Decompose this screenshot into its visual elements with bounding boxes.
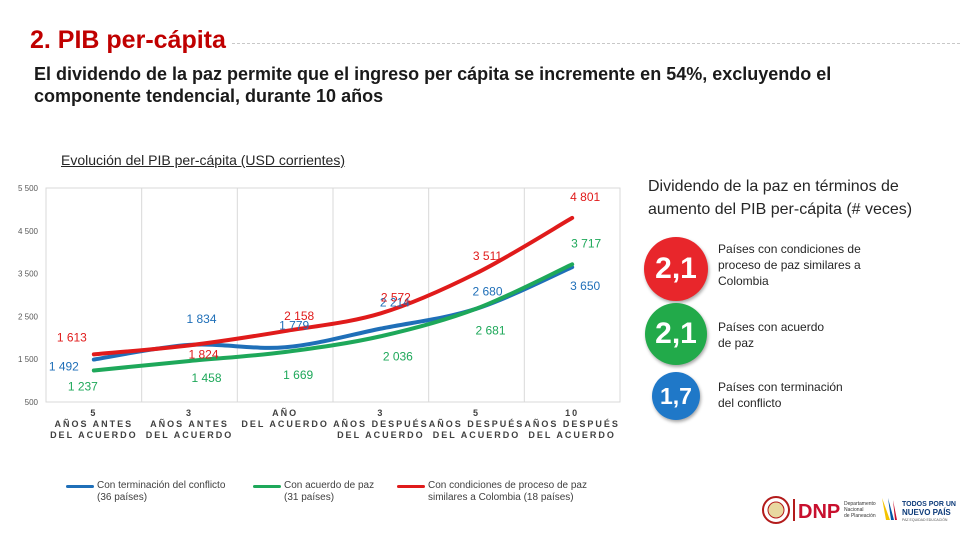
data-label: 3 511 [473,249,502,263]
dividend-label-condiciones: Países con condiciones de proceso de paz… [718,242,861,288]
dividend-title: Dividendo de la paz en términos de aumen… [648,178,913,218]
y-tick-label: 500 [25,398,39,407]
x-tick-label: DEL ACUERDO [528,430,616,440]
legend-label: Con condiciones de proceso de paz simila… [428,480,587,503]
x-tick-label: DEL ACUERDO [241,419,329,429]
data-label: 1 237 [68,379,98,393]
y-tick-label: 1 500 [18,355,39,364]
y-tick-label: 3 500 [18,270,39,279]
legend-swatch-red [397,485,425,488]
legend-item-terminacion: Con terminación del conflicto (36 países… [66,480,225,504]
svg-text:de Planeación: de Planeación [844,513,876,519]
x-tick-label: 3 [186,408,193,418]
data-label: 2 158 [284,309,314,323]
data-label: 2 680 [472,285,502,299]
x-tick-label: AÑOS DESPUÉS [333,419,429,429]
series-line-2 [91,215,575,357]
x-tick-label: AÑOS DESPUÉS [429,419,525,429]
institutional-logos: DNP Departamento Nacional de Planeación … [762,496,956,524]
page-subtitle: El dividendo de la paz permite que el in… [34,64,832,106]
data-label: 2 572 [381,290,411,304]
svg-text:NUEVO PAÍS: NUEVO PAÍS [902,508,951,517]
todos-por-un-nuevo-pais-logo: TODOS POR UN NUEVO PAÍS PAZ EQUIDAD EDUC… [882,498,956,522]
x-tick-label: DEL ACUERDO [50,430,138,440]
x-tick-label: DEL ACUERDO [433,430,521,440]
data-label: 2 681 [475,324,505,338]
svg-text:Nacional: Nacional [844,507,863,513]
data-label: 3 717 [571,236,601,250]
legend-label: Con acuerdo de paz (31 países) [284,480,375,503]
data-label: 2 214 [380,296,410,310]
legend-item-acuerdo: Con acuerdo de paz (31 países) [253,480,374,504]
x-tick-label: AÑOS ANTES [150,419,229,429]
svg-text:TODOS POR UN: TODOS POR UN [902,501,956,508]
chart-title: Evolución del PIB per-cápita (USD corrie… [61,152,346,168]
x-tick-label: 5 [473,408,480,418]
y-tick-label: 5 500 [18,184,39,193]
dividend-badge-terminacion: 1,7 [652,372,700,420]
data-label: 1 492 [49,360,79,374]
header-divider [232,43,960,44]
x-tick-label: DEL ACUERDO [337,430,425,440]
data-label: 1 669 [283,368,313,382]
x-tick-label: DEL ACUERDO [146,430,234,440]
legend-item-condiciones: Con condiciones de proceso de paz simila… [397,480,587,504]
dividend-badge-condiciones: 2,1 [644,237,708,301]
legend-swatch-green [253,485,281,488]
data-label: 3 650 [570,279,600,293]
svg-text:Departamento: Departamento [844,501,876,507]
legend-label: Con terminación del conflicto (36 países… [97,480,226,503]
y-tick-label: 2 500 [18,312,39,321]
page-title: 2. PIB per-cápita [30,26,226,54]
series-line-1 [91,262,575,373]
dnp-logo: DNP Departamento Nacional de Planeación [762,496,876,524]
x-tick-label: AÑO [272,408,298,418]
data-label: 1 824 [188,347,218,361]
data-label: 4 801 [570,190,600,204]
x-tick-label: AÑOS DESPUÉS [524,419,620,429]
dnp-wordmark: DNP [798,501,840,523]
data-label: 1 458 [191,371,221,385]
svg-text:PAZ EQUIDAD EDUCACIÓN: PAZ EQUIDAD EDUCACIÓN [902,517,948,522]
dividend-label-acuerdo: Países con acuerdo de paz [718,320,825,350]
x-tick-label: 5 [90,408,97,418]
dividend-label-terminacion: Países con terminación del conflicto [718,380,843,410]
x-tick-label: 10 [565,408,579,418]
data-label: 1 834 [186,312,216,326]
data-label: 1 613 [57,330,87,344]
x-tick-label: 3 [377,408,384,418]
data-label: 2 036 [383,349,413,363]
dividend-badge-acuerdo: 2,1 [645,303,707,365]
data-label: 1 779 [279,318,309,332]
x-tick-label: AÑOS ANTES [54,419,133,429]
y-tick-label: 4 500 [18,227,39,236]
legend-swatch-blue [66,485,94,488]
